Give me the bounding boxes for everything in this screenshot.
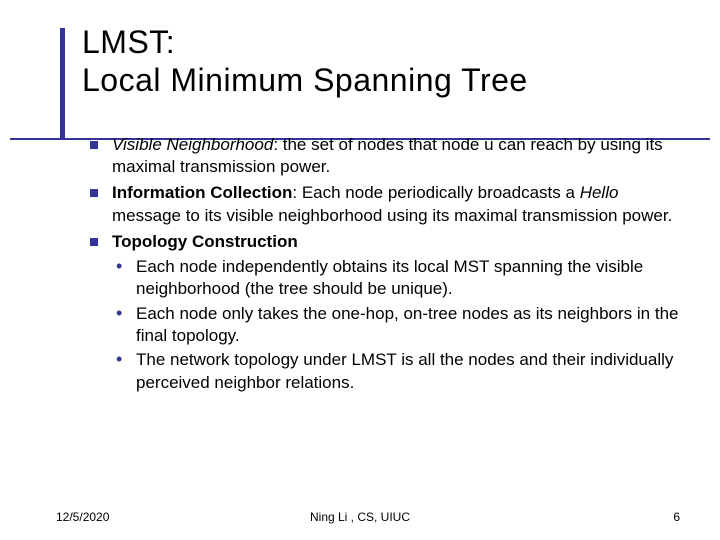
title-accent-bar [60, 28, 65, 138]
bullet-lead-bold: Information Collection [112, 183, 292, 202]
bullet-italic-word: Hello [580, 183, 619, 202]
title-line-2: Local Minimum Spanning Tree [82, 62, 528, 98]
sub-bullet-item: Each node independently obtains its loca… [112, 256, 684, 301]
sub-bullet-text: Each node only takes the one-hop, on-tre… [136, 304, 678, 345]
bullet-lead-bold: Topology Construction [112, 232, 298, 251]
bullet-text: : Each node periodically broadcasts a [292, 183, 579, 202]
title-line-1: LMST: [82, 24, 175, 60]
bullet-item: Topology Construction Each node independ… [88, 231, 684, 394]
sub-bullet-text: The network topology under LMST is all t… [136, 350, 673, 391]
slide-footer: 12/5/2020 Ning Li , CS, UIUC 6 [0, 510, 720, 524]
bullet-text: message to its visible neighborhood usin… [112, 206, 672, 225]
footer-date: 12/5/2020 [56, 510, 109, 524]
sub-bullet-item: Each node only takes the one-hop, on-tre… [112, 303, 684, 348]
sub-bullet-text: Each node independently obtains its loca… [136, 257, 643, 298]
bullet-list: Visible Neighborhood: the set of nodes t… [88, 134, 684, 395]
sub-bullet-item: The network topology under LMST is all t… [112, 349, 684, 394]
bullet-lead-italic: Visible Neighborhood [112, 135, 273, 154]
footer-page-number: 6 [673, 510, 680, 524]
slide-body: Visible Neighborhood: the set of nodes t… [88, 134, 684, 395]
slide-title: LMST: Local Minimum Spanning Tree [82, 24, 684, 100]
slide: LMST: Local Minimum Spanning Tree Visibl… [0, 0, 720, 540]
sub-bullet-list: Each node independently obtains its loca… [112, 256, 684, 395]
bullet-item: Visible Neighborhood: the set of nodes t… [88, 134, 684, 179]
bullet-item: Information Collection: Each node period… [88, 182, 684, 227]
